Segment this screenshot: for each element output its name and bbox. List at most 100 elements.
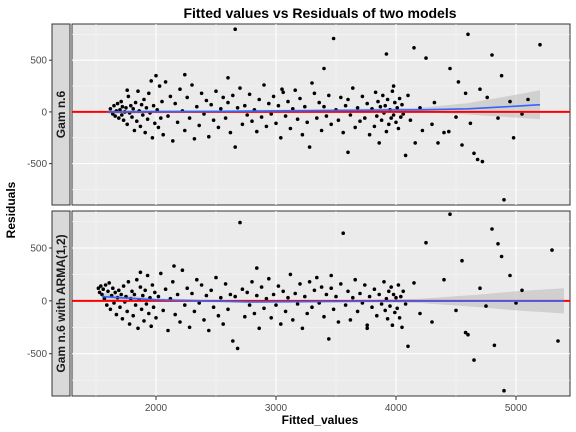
data-point	[144, 106, 149, 110]
data-point	[226, 100, 230, 105]
data-point	[456, 80, 461, 84]
data-point	[156, 125, 161, 130]
data-point	[168, 94, 173, 99]
data-point	[390, 89, 395, 93]
data-point	[240, 122, 245, 127]
data-point	[180, 268, 185, 273]
data-point	[166, 328, 170, 333]
y-tick-label: 500	[30, 244, 47, 255]
x-axis-ticks: 2000 3000 4000 5000	[145, 396, 528, 414]
data-point	[149, 324, 153, 329]
data-point	[346, 289, 350, 294]
data-point	[163, 287, 168, 292]
data-point	[348, 113, 353, 117]
data-point	[159, 271, 163, 276]
data-point	[187, 116, 192, 120]
data-point	[329, 286, 334, 291]
data-point	[142, 97, 146, 102]
data-point	[360, 301, 365, 305]
data-point	[475, 157, 480, 162]
data-point	[233, 294, 237, 299]
data-point	[406, 344, 410, 349]
data-point	[132, 292, 137, 297]
data-point	[171, 280, 175, 284]
data-point	[151, 103, 156, 108]
panel-gam-n6-arma: Gam n.6 with ARMA(1,2) -500 0 500	[27, 210, 571, 397]
data-point	[339, 95, 343, 100]
data-point	[197, 123, 201, 128]
data-point	[185, 286, 189, 291]
data-point	[250, 119, 254, 123]
data-point	[322, 314, 326, 319]
data-point	[327, 337, 331, 341]
data-point	[403, 153, 408, 158]
data-point	[377, 292, 382, 297]
data-point	[111, 112, 115, 116]
y-tick-label: -500	[27, 159, 47, 170]
data-point	[492, 343, 497, 348]
data-point	[430, 122, 434, 127]
data-point	[147, 91, 151, 96]
data-point	[233, 145, 237, 149]
data-point	[233, 27, 237, 32]
data-point	[383, 308, 388, 313]
data-point	[490, 53, 494, 57]
data-point	[125, 309, 129, 314]
data-point	[391, 292, 396, 297]
data-point	[97, 290, 102, 295]
data-point	[391, 84, 396, 88]
data-point	[496, 242, 500, 246]
data-point	[259, 285, 264, 289]
smooth-line	[101, 295, 564, 303]
chart-title: Fitted values vs Residuals of two models	[183, 5, 456, 21]
data-point	[274, 121, 278, 126]
data-point	[298, 96, 302, 101]
data-point	[204, 98, 209, 103]
x-tick-label: 4000	[385, 403, 408, 414]
data-point	[511, 136, 516, 140]
data-point	[291, 318, 295, 322]
data-point	[131, 313, 135, 318]
data-point	[448, 66, 452, 71]
data-point	[447, 129, 451, 134]
data-point	[243, 314, 247, 319]
data-point	[141, 113, 145, 117]
data-point	[223, 116, 228, 120]
y-tick-label: 500	[30, 56, 47, 67]
y-axis-ticks: -500 0 500	[27, 56, 52, 170]
data-point	[385, 317, 390, 321]
data-point	[454, 115, 458, 119]
data-point	[339, 282, 343, 286]
data-point	[280, 87, 284, 91]
data-point	[376, 99, 380, 104]
data-point	[271, 292, 276, 297]
data-point	[147, 311, 151, 316]
data-point	[175, 120, 180, 125]
panel-gam-n6: Gam n.6 -500 0 500	[27, 23, 571, 206]
data-point	[195, 277, 199, 282]
data-point	[322, 104, 326, 109]
data-point	[121, 284, 126, 288]
data-point	[138, 285, 143, 289]
data-point	[305, 311, 310, 316]
data-point	[163, 80, 168, 84]
data-point	[235, 346, 240, 351]
data-point	[247, 92, 252, 97]
data-point	[391, 113, 396, 117]
data-point	[262, 83, 266, 87]
data-point	[156, 294, 161, 299]
data-point	[145, 117, 150, 121]
data-point	[269, 316, 274, 320]
data-point	[387, 122, 391, 127]
data-point	[502, 198, 506, 202]
data-point	[324, 292, 329, 297]
data-point	[420, 128, 425, 133]
data-point	[394, 120, 398, 125]
data-point	[113, 290, 117, 295]
data-point	[406, 93, 410, 98]
data-point	[117, 116, 121, 120]
scatter-points	[108, 27, 542, 202]
data-point	[508, 99, 512, 104]
data-point	[235, 106, 240, 110]
